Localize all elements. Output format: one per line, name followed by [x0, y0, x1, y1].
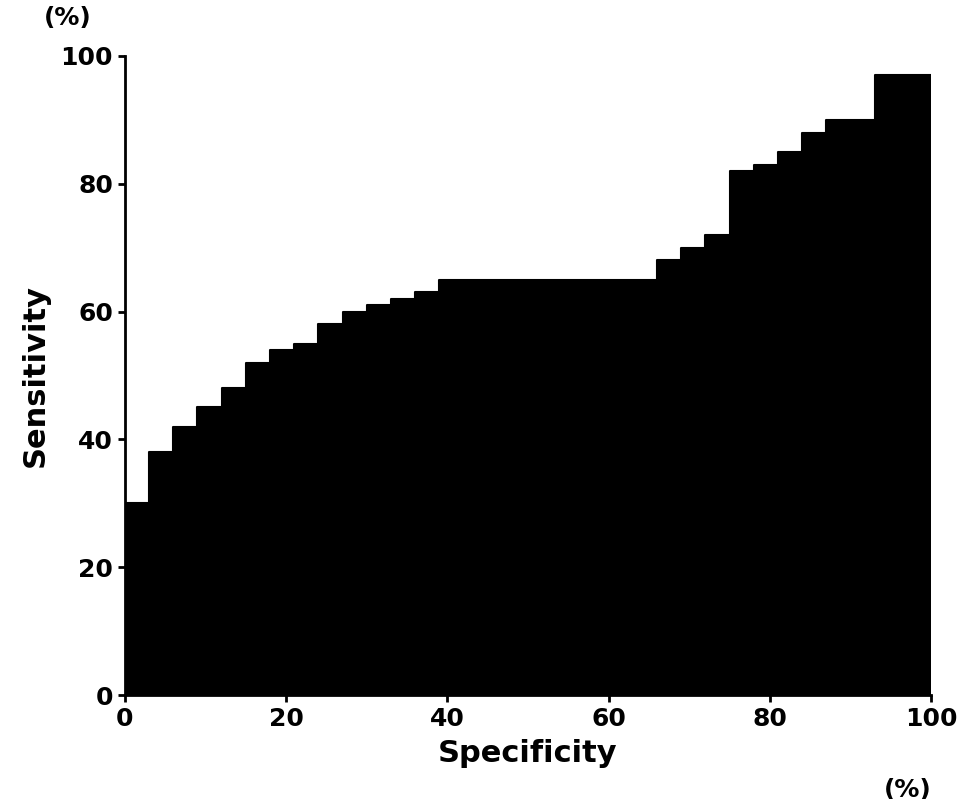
Y-axis label: Sensitivity: Sensitivity: [20, 284, 49, 467]
Text: (%): (%): [44, 6, 92, 30]
Text: (%): (%): [883, 778, 931, 799]
X-axis label: Specificity: Specificity: [438, 739, 618, 769]
